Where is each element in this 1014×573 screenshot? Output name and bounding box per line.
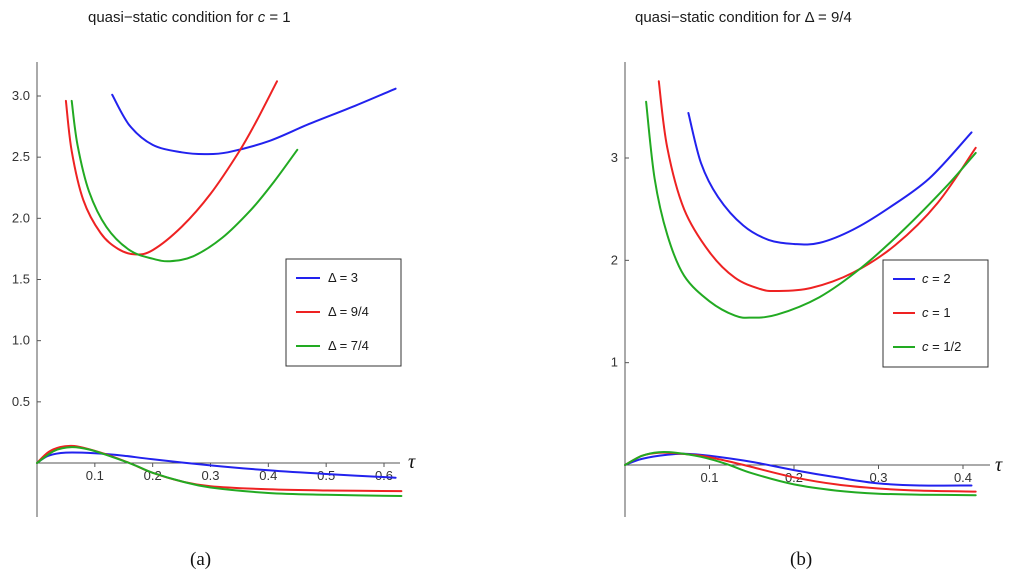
series-3-upper-curve [70,99,299,263]
x-tick-label: 0.3 [869,470,887,485]
y-tick-label: 2.5 [12,149,30,164]
series-1-lower-curve [36,451,397,479]
y-tick-label: 1.5 [12,272,30,287]
series-2-upper-curve [64,80,278,256]
panel-b-title: quasi−static condition for Δ = 9/4 [635,9,852,26]
panel-b-sublabel: (b) [790,549,812,570]
legend-a-label-delta-7-4: Δ = 7/4 [328,338,369,353]
x-tick-label: 0.4 [954,470,972,485]
panel-a: quasi−static condition for c = 1 τ 0.1 0.… [12,9,416,570]
y-tick-label: 2.0 [12,210,30,225]
panel-b: quasi−static condition for Δ = 9/4 τ 0.1… [611,9,1003,570]
legend-b-label-c-1: c = 1 [922,305,951,320]
y-tick-label: 1.0 [12,333,30,348]
y-tick-label: 3 [611,150,618,165]
panel-b-curves [624,80,977,497]
x-tick-label: 0.3 [201,468,219,483]
legend-a-label-delta-3: Δ = 3 [328,270,358,285]
x-tick-label: 0.4 [259,468,277,483]
series-1-upper-curve [111,87,397,156]
panel-a-title: quasi−static condition for c = 1 [88,9,291,26]
panel-b-legend: c = 2 c = 1 c = 1/2 [882,259,989,368]
y-tick-label: 0.5 [12,394,30,409]
legend-b-label-c-2: c = 2 [922,271,951,286]
panel-a-x-label: τ [408,451,416,473]
legend-b-label-c-1-2: c = 1/2 [922,339,961,354]
series-3-upper-curve [645,100,977,319]
x-tick-label: 0.1 [86,468,104,483]
panel-b-x-label: τ [995,454,1003,476]
panel-a-ticks: 0.1 0.2 0.3 0.4 0.5 0.60.51.01.52.02.53.0 [12,88,393,483]
y-tick-label: 1 [611,355,618,370]
legend-a-label-delta-9-4: Δ = 9/4 [328,304,369,319]
panel-a-legend: Δ = 3 Δ = 9/4 Δ = 7/4 [285,258,402,367]
series-1-lower-curve [624,452,973,487]
panel-a-curves [36,80,403,497]
series-1-upper-curve [687,112,973,246]
y-tick-label: 2 [611,252,618,267]
x-tick-label: 0.6 [375,468,393,483]
series-2-upper-curve [657,80,977,293]
panel-a-sublabel: (a) [190,549,211,570]
x-tick-label: 0.1 [700,470,718,485]
series-3-lower-curve [36,446,403,497]
series-3-lower-curve [624,450,977,497]
y-tick-label: 3.0 [12,88,30,103]
x-tick-label: 0.5 [317,468,335,483]
